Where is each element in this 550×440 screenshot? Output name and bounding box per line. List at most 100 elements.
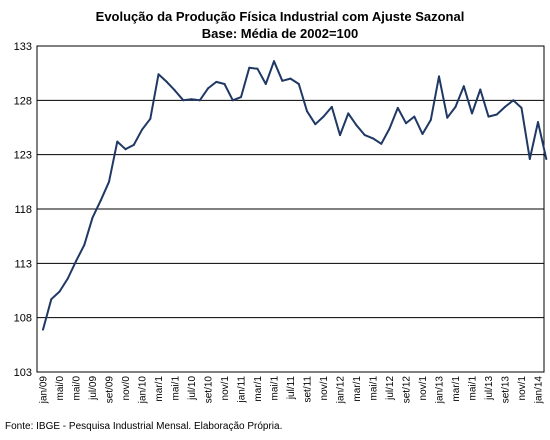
data-point [108, 180, 110, 183]
x-tick-label: jul/13 [484, 376, 495, 401]
data-point [264, 83, 267, 85]
y-tick-label: 108 [14, 313, 32, 325]
x-axis-tick-labels: jan/09 mai/0 mai/0 jul/09 set/09 nov/0 jan/10 m… [39, 376, 545, 405]
data-point [314, 123, 317, 126]
y-tick-label: 103 [14, 367, 32, 379]
data-point [42, 328, 44, 331]
series-layer [42, 60, 548, 331]
x-tick-label: jan/10 [138, 376, 149, 405]
data-point [512, 99, 515, 102]
data-point [537, 121, 539, 124]
y-axis-tick-labels: 133 128 123 118 113 108 103 [14, 41, 32, 379]
data-point [471, 112, 473, 115]
data-point [231, 99, 234, 102]
data-point [388, 127, 391, 130]
data-point [281, 79, 284, 82]
x-tick-label: nov/1 [319, 376, 330, 401]
chart-subtitle: Base: Média de 2002=100 [202, 26, 358, 41]
x-tick-label: jul/12 [385, 376, 396, 401]
x-tick-label: nov/1 [418, 376, 429, 401]
data-point [413, 115, 416, 118]
x-tick-label: jan/13 [435, 376, 446, 405]
x-tick-label: set/12 [402, 376, 413, 404]
data-point [438, 75, 440, 78]
data-point [157, 73, 160, 76]
data-point [190, 98, 193, 101]
data-point [454, 105, 457, 108]
x-tick-label: mai/1 [171, 376, 182, 401]
data-point [339, 134, 341, 137]
data-point [495, 113, 498, 116]
y-tick-label: 118 [14, 204, 32, 216]
x-tick-label: nov/1 [220, 376, 231, 401]
data-point [355, 124, 358, 127]
x-tick-label: jan/12 [336, 376, 347, 405]
data-point [380, 142, 383, 145]
data-point [248, 66, 251, 69]
x-tick-label: mar/1 [451, 376, 462, 402]
x-tick-label: jul/11 [286, 376, 297, 401]
data-point [149, 117, 152, 120]
x-tick-label: jan/09 [39, 376, 50, 405]
data-point [256, 67, 259, 70]
data-point [363, 134, 366, 137]
data-point [99, 199, 102, 202]
x-tick-label: mai/1 [468, 376, 479, 401]
data-point [330, 105, 333, 108]
series-line [42, 60, 548, 330]
data-point [182, 99, 185, 102]
data-point [504, 105, 506, 108]
x-tick-label: set/13 [501, 376, 512, 404]
x-tick-label: jul/10 [187, 376, 198, 401]
data-point [58, 290, 61, 293]
data-point [132, 143, 135, 146]
y-tick-label: 133 [14, 41, 32, 53]
x-tick-label: set/10 [204, 376, 215, 404]
data-point [207, 87, 209, 90]
x-tick-label: mai/1 [369, 376, 380, 401]
data-point [240, 96, 242, 99]
data-point [520, 106, 523, 109]
data-point [116, 140, 119, 143]
data-point [297, 83, 300, 85]
data-point [83, 243, 86, 246]
data-point [545, 158, 548, 160]
data-point [421, 133, 424, 135]
x-tick-label: nov/0 [121, 376, 132, 401]
data-point [429, 118, 432, 121]
y-tick-label: 113 [14, 258, 32, 270]
data-point [528, 158, 531, 160]
data-point [396, 106, 399, 109]
x-tick-label: jan/11 [237, 376, 248, 404]
chart-title: Evolução da Produção Física Industrial c… [96, 9, 465, 24]
data-point [289, 77, 292, 80]
data-point [322, 115, 325, 118]
data-point [405, 122, 407, 125]
data-point [174, 89, 176, 92]
data-point [198, 99, 201, 102]
x-tick-label: nov/1 [517, 376, 528, 401]
data-point [223, 83, 226, 85]
data-point [487, 115, 490, 118]
data-point [165, 80, 168, 83]
x-tick-label: mai/0 [55, 376, 66, 401]
x-tick-label: jul/09 [88, 376, 99, 401]
data-point [91, 216, 94, 219]
x-tick-label: set/09 [105, 376, 116, 404]
data-point [462, 85, 465, 88]
data-point [479, 88, 482, 91]
data-point [347, 112, 350, 115]
y-tick-label: 123 [14, 150, 32, 162]
data-point [306, 110, 308, 113]
data-point [50, 298, 53, 301]
x-tick-label: mar/1 [154, 376, 165, 402]
data-point [372, 137, 374, 140]
x-tick-label: jan/14 [534, 376, 545, 405]
data-point [273, 60, 275, 63]
x-tick-label: mai/0 [72, 376, 83, 401]
x-tick-label: mar/1 [253, 376, 264, 402]
data-point [141, 128, 143, 131]
data-point [124, 148, 127, 151]
